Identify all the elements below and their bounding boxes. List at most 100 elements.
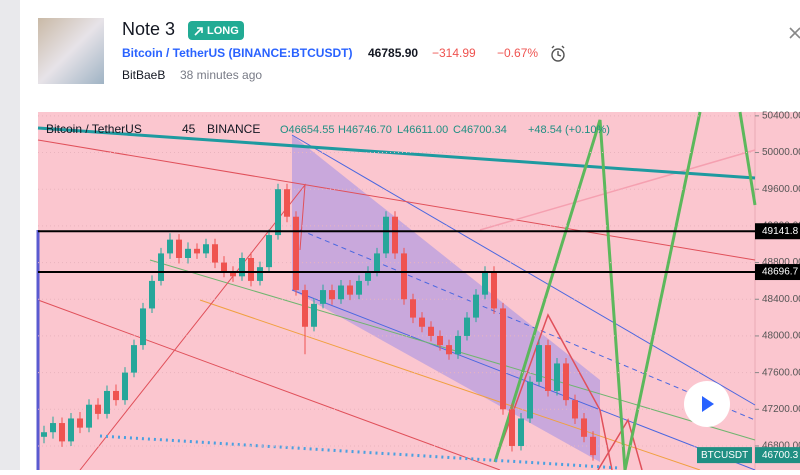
y-tick-label: 48000.00	[762, 331, 800, 342]
legend-symbol: Bitcoin / TetherUS	[46, 122, 142, 136]
trend-line	[479, 149, 756, 231]
candle-body	[86, 404, 92, 428]
candle-body	[464, 317, 470, 336]
candle-body	[554, 363, 560, 391]
candle-body	[401, 253, 407, 300]
candle-body	[77, 418, 83, 428]
fib-line	[199, 299, 701, 471]
candle-body	[563, 363, 569, 401]
last-price-tag	[755, 447, 800, 464]
candle-body	[527, 381, 533, 419]
candle-body	[122, 372, 128, 401]
symbol-link[interactable]: Bitcoin / TetherUS (BINANCE:BTCUSDT)	[122, 46, 352, 60]
candle-body	[275, 189, 281, 236]
candle-body	[302, 290, 308, 327]
candle-body	[419, 317, 425, 327]
candle-body	[500, 308, 506, 410]
chart: BTCUSDT Bitcoin / TetherUS 45 BINANCE O4…	[36, 110, 800, 471]
legend-high: H46746.70	[338, 124, 392, 136]
projection	[597, 418, 643, 471]
candle-body	[212, 244, 218, 263]
close-button[interactable]	[789, 27, 800, 39]
candle-body	[176, 239, 182, 258]
trend-line	[291, 134, 756, 406]
legend-exchange: BINANCE	[207, 122, 260, 136]
candle-body	[113, 390, 119, 401]
candle-body	[230, 271, 236, 277]
fib-line	[149, 259, 756, 441]
candle-body	[140, 308, 146, 346]
candle-body	[68, 418, 74, 442]
y-tick-label: 47200.00	[762, 404, 800, 415]
candle-body	[590, 436, 596, 456]
candle-body	[149, 280, 155, 309]
y-tick-label: 50400.00	[762, 110, 800, 121]
level-label: 49141.8	[762, 226, 799, 237]
y-tick-label: 49600.00	[762, 184, 800, 195]
level-tag	[755, 223, 800, 240]
candle-body	[338, 285, 344, 300]
price: 46785.90	[368, 46, 418, 60]
candle-body	[581, 418, 587, 437]
avatar[interactable]	[38, 18, 104, 84]
candle-body	[257, 267, 263, 281]
candle-body	[455, 335, 461, 355]
change-pct: −0.67%	[497, 46, 538, 60]
y-tick-label: 48400.00	[762, 294, 800, 305]
level-tag	[755, 264, 800, 281]
candle-body	[365, 271, 371, 281]
fib-line	[37, 299, 501, 471]
alarm-icon[interactable]	[551, 45, 565, 62]
y-tick-label: 48800.00	[762, 257, 800, 268]
candle-body	[428, 326, 434, 336]
play-icon	[702, 396, 714, 412]
symbol-tag	[697, 447, 752, 464]
y-tick-label: 47600.00	[762, 367, 800, 378]
candle-body	[185, 248, 191, 258]
candle-body	[104, 390, 110, 414]
candle-body	[482, 271, 488, 295]
author[interactable]: BitBaeB	[122, 68, 165, 82]
candle-body	[572, 400, 578, 419]
badge-text: LONG	[207, 25, 239, 37]
candle-body	[518, 418, 524, 446]
candle-body	[392, 216, 398, 254]
candle-body	[509, 409, 515, 446]
candle-body	[194, 248, 200, 254]
level-label: 48696.7	[762, 267, 799, 278]
trend-line	[37, 126, 756, 180]
price-axis: 50400.0050000.0049600.0049200.0048800.00…	[755, 110, 800, 464]
legend-close: C46700.34	[453, 124, 507, 136]
candle-body	[356, 280, 362, 295]
candle-body	[167, 239, 173, 254]
legend-open: O46654.55	[280, 124, 334, 136]
pitchfork	[79, 183, 306, 471]
fib-line	[37, 139, 756, 261]
last-price-label: 46700.3	[762, 450, 799, 461]
y-tick-label: 50000.00	[762, 147, 800, 158]
candle-body	[374, 253, 380, 272]
legend-interval: 45	[182, 122, 196, 136]
candle-body	[311, 303, 317, 327]
candle-body	[221, 262, 227, 272]
candle-body	[203, 244, 209, 254]
candle-body	[131, 345, 137, 373]
time-ago: 38 minutes ago	[180, 68, 262, 82]
arrow-icon	[194, 27, 203, 36]
candle-body	[59, 423, 65, 442]
candle-body	[536, 345, 542, 382]
candle-body	[446, 345, 452, 355]
candle-body	[248, 257, 254, 281]
projection	[493, 111, 702, 471]
y-tick-label: 46800.00	[762, 441, 800, 452]
candle-body	[239, 257, 245, 277]
candle-body	[266, 235, 272, 268]
projection	[494, 313, 613, 471]
overlay-strip	[0, 0, 20, 470]
candle-body	[410, 299, 416, 318]
candle-body	[320, 290, 326, 304]
candle-body	[545, 345, 551, 391]
trend-line	[291, 289, 756, 471]
